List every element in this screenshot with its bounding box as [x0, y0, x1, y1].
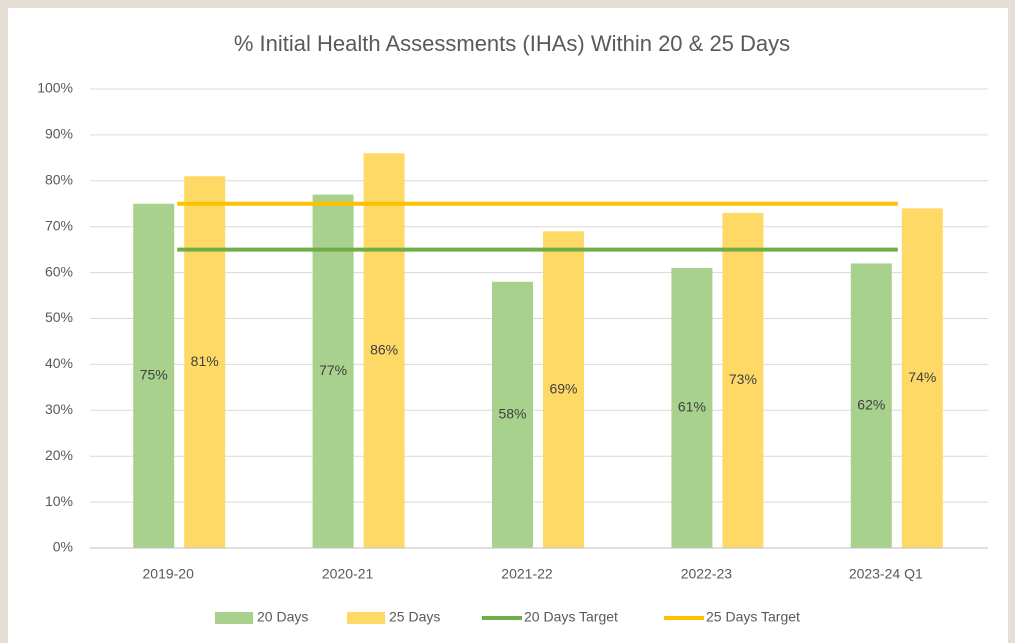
data-label: 75%: [140, 367, 168, 383]
bar: [543, 231, 584, 549]
y-tick-label: 90%: [45, 126, 73, 142]
legend-label: 20 Days: [257, 609, 308, 625]
y-tick-label: 20%: [45, 447, 73, 463]
x-tick-label: 2023-24 Q1: [849, 566, 923, 582]
y-tick-label: 60%: [45, 263, 73, 279]
x-tick-label: 2021-22: [501, 566, 553, 582]
bar: [722, 212, 764, 548]
x-tick-label: 2022-23: [681, 566, 733, 582]
y-tick-label: 70%: [45, 217, 73, 233]
y-tick-label: 40%: [45, 355, 73, 371]
x-tick-label: 2019-20: [143, 566, 195, 582]
y-tick-label: 100%: [37, 80, 73, 96]
data-label: 61%: [678, 399, 706, 415]
bar: [492, 281, 533, 548]
bar: [312, 194, 354, 548]
legend-label: 25 Days Target: [706, 609, 800, 625]
data-label: 86%: [370, 341, 398, 357]
data-label: 73%: [729, 371, 757, 387]
chart-title: % Initial Health Assessments (IHAs) With…: [234, 31, 790, 56]
y-tick-label: 80%: [45, 172, 73, 188]
bar: [850, 263, 892, 548]
bar: [671, 268, 713, 548]
legend-swatch: [347, 612, 385, 624]
y-tick-label: 10%: [45, 493, 73, 509]
y-tick-label: 50%: [45, 309, 73, 325]
data-label: 58%: [498, 406, 526, 422]
bar: [363, 153, 405, 548]
data-label: 77%: [319, 362, 347, 378]
data-label: 74%: [908, 369, 936, 385]
y-tick-label: 30%: [45, 401, 73, 417]
y-tick-label: 0%: [53, 539, 73, 555]
legend-swatch: [215, 612, 253, 624]
bar: [133, 203, 175, 548]
legend-label: 20 Days Target: [524, 609, 618, 625]
data-label: 81%: [191, 353, 219, 369]
legend-label: 25 Days: [389, 609, 440, 625]
bar: [901, 208, 943, 548]
data-label: 69%: [549, 380, 577, 396]
data-label: 62%: [857, 396, 885, 412]
bar: [184, 176, 226, 548]
x-tick-label: 2020-21: [322, 566, 374, 582]
